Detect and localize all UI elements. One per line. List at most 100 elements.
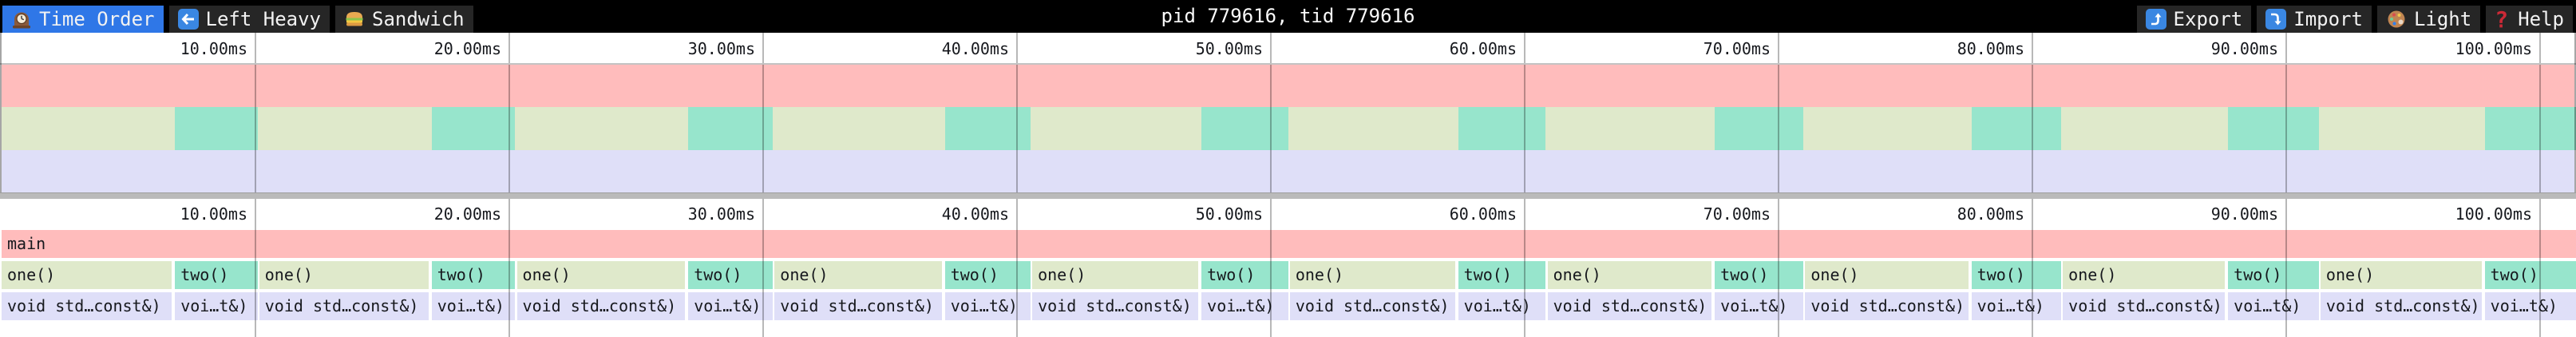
frame-main[interactable]: main <box>2 230 2576 258</box>
time-tick-label: 100.00ms <box>2455 39 2532 58</box>
help-icon: ? <box>2495 6 2509 33</box>
time-tick-label: 70.00ms <box>1703 204 1771 224</box>
minimap-frame-two <box>1201 107 1288 150</box>
minimap-frame-two <box>175 107 258 150</box>
tab-sandwich[interactable]: Sandwich <box>335 6 473 33</box>
frame-two[interactable]: two() <box>1201 261 1288 289</box>
minimap[interactable]: 10.00ms 20.00ms 30.00ms 40.00ms 50.00ms 60.00… <box>0 33 2576 199</box>
action-label: Light <box>2413 8 2472 30</box>
frame-one[interactable]: one() <box>1547 261 1712 289</box>
frame-two-child[interactable]: voi…t&) <box>2484 292 2576 320</box>
time-tick-label: 60.00ms <box>1449 204 1517 224</box>
palette-icon <box>2386 9 2407 30</box>
frame-one[interactable]: one() <box>2320 261 2482 289</box>
frame-one[interactable]: one() <box>259 261 429 289</box>
frame-one-child[interactable]: void std…const&) <box>1547 292 1712 320</box>
frame-one-child[interactable]: void std…const&) <box>2063 292 2226 320</box>
frame-one-child[interactable]: void std…const&) <box>259 292 429 320</box>
time-tick-label: 50.00ms <box>1195 204 1263 224</box>
action-label: Export <box>2173 8 2243 30</box>
minimap-resize-handle[interactable] <box>0 192 2576 199</box>
frame-one-child[interactable]: void std…const&) <box>1032 292 1199 320</box>
frame-two-child[interactable]: voi…t&) <box>1458 292 1546 320</box>
frame-two-child[interactable]: voi…t&) <box>431 292 516 320</box>
time-tick-label: 70.00ms <box>1703 39 1771 58</box>
export-button[interactable]: Export <box>2136 6 2252 33</box>
frame-one[interactable]: one() <box>2 261 172 289</box>
frame-two-child[interactable]: voi…t&) <box>944 292 1031 320</box>
frame-two[interactable]: two() <box>1715 261 1804 289</box>
frame-one-child[interactable]: void std…const&) <box>516 292 686 320</box>
time-tick-label: 20.00ms <box>433 204 501 224</box>
frame-one[interactable]: one() <box>516 261 686 289</box>
time-tick-label: 80.00ms <box>1957 39 2024 58</box>
frame-two[interactable]: two() <box>688 261 774 289</box>
minimap-frame-two <box>688 107 774 150</box>
time-tick-label: 60.00ms <box>1449 39 1517 58</box>
frame-two-child[interactable]: voi…t&) <box>175 292 258 320</box>
minimap-frame-two <box>1458 107 1546 150</box>
frame-two[interactable]: two() <box>944 261 1031 289</box>
time-tick-label: 40.00ms <box>941 204 1009 224</box>
frame-two-child[interactable]: voi…t&) <box>1971 292 2061 320</box>
tab-label: Left Heavy <box>205 8 322 30</box>
frame-one[interactable]: one() <box>1805 261 1969 289</box>
minimap-depth0-band <box>2 65 2574 107</box>
sandwich-icon <box>344 9 365 30</box>
frame-one[interactable]: one() <box>1289 261 1455 289</box>
tab-time-order[interactable]: Time Order <box>2 6 164 33</box>
frame-one[interactable]: one() <box>1032 261 1199 289</box>
left-arrow-icon <box>177 9 199 30</box>
time-tick-label: 30.00ms <box>687 204 755 224</box>
frame-two-child[interactable]: voi…t&) <box>688 292 774 320</box>
minimap-frame-two <box>1715 107 1804 150</box>
frame-two[interactable]: two() <box>2228 261 2319 289</box>
tab-label: Time Order <box>39 8 155 30</box>
export-icon <box>2145 9 2166 30</box>
action-label: Import <box>2293 8 2363 30</box>
minimap-label-divider <box>0 63 2576 65</box>
time-tick-label: 10.00ms <box>180 204 247 224</box>
action-label: Help <box>2518 8 2564 30</box>
time-tick-label: 30.00ms <box>687 39 755 58</box>
frame-one-child[interactable]: void std…const&) <box>1289 292 1455 320</box>
theme-toggle-button[interactable]: Light <box>2376 6 2481 33</box>
viewport-right-border <box>2574 33 2576 192</box>
time-tick-label: 100.00ms <box>2455 204 2532 224</box>
toolbar-actions: Export Import <box>2136 6 2573 33</box>
frame-two-child[interactable]: voi…t&) <box>1201 292 1288 320</box>
clock-icon <box>11 9 32 30</box>
time-tick-label: 40.00ms <box>941 39 1009 58</box>
time-tick-label: 20.00ms <box>433 39 501 58</box>
toolbar: pid 779616, tid 779616 Time Order <box>0 0 2576 33</box>
frame-two-child[interactable]: voi…t&) <box>1715 292 1804 320</box>
minimap-frame-two <box>2228 107 2319 150</box>
frame-one-child[interactable]: void std…const&) <box>774 292 942 320</box>
help-button[interactable]: ? Help <box>2486 6 2573 33</box>
minimap-depth2-band <box>2 150 2574 192</box>
frame-two[interactable]: two() <box>2484 261 2576 289</box>
frame-two[interactable]: two() <box>431 261 516 289</box>
frame-two[interactable]: two() <box>175 261 258 289</box>
minimap-frame-two <box>431 107 516 150</box>
viewport-left-border <box>0 33 2 192</box>
frame-one-child[interactable]: void std…const&) <box>1805 292 1969 320</box>
view-tabs: Time Order Left Heavy <box>2 6 473 33</box>
frame-one-child[interactable]: void std…const&) <box>2320 292 2482 320</box>
flamegraph-view[interactable]: 10.00ms 20.00ms 30.00ms 40.00ms 50.00ms 60.00… <box>0 199 2576 337</box>
time-tick-label: 90.00ms <box>2210 204 2278 224</box>
frame-one-child[interactable]: void std…const&) <box>2 292 172 320</box>
frame-two-child[interactable]: voi…t&) <box>2228 292 2319 320</box>
import-button[interactable]: Import <box>2257 6 2372 33</box>
time-tick-label: 80.00ms <box>1957 204 2024 224</box>
import-icon <box>2265 9 2287 30</box>
frame-two[interactable]: two() <box>1458 261 1546 289</box>
time-tick-label: 50.00ms <box>1195 39 1263 58</box>
frame-one[interactable]: one() <box>774 261 942 289</box>
tab-left-heavy[interactable]: Left Heavy <box>168 6 330 33</box>
minimap-frame-two <box>1971 107 2061 150</box>
time-tick-label: 90.00ms <box>2210 39 2278 58</box>
frame-one[interactable]: one() <box>2063 261 2226 289</box>
frame-two[interactable]: two() <box>1971 261 2061 289</box>
